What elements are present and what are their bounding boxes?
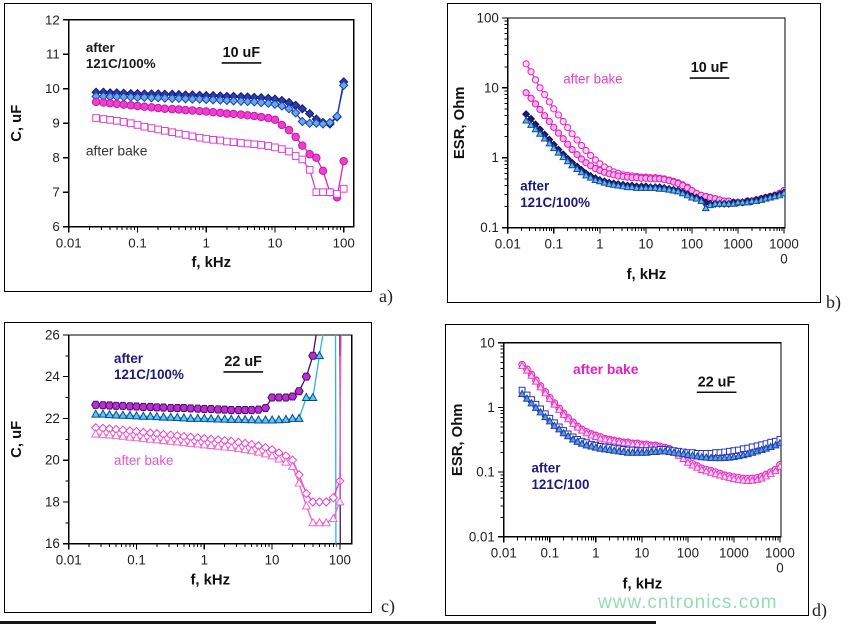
svg-text:10: 10 [265,552,280,567]
svg-text:26: 26 [45,327,60,342]
svg-text:10: 10 [634,546,649,561]
svg-text:1000: 1000 [723,237,753,252]
series-after-121c-100-sample-2 [91,334,337,544]
svg-text:1: 1 [491,150,498,165]
capacitance-chart-panel-22uf: 0.01 0.1 1 10 100 16 18 20 22 24 26 after 121C/100% 2… [4,322,372,613]
svg-text:1: 1 [487,400,494,415]
svg-text:10: 10 [45,81,60,96]
chart-annotation: after bake [573,361,639,377]
series-after-bake-sample-2 [517,361,781,485]
series-after-121c-100-sample-2 [91,80,349,129]
series-after-bake-sample-2 [92,114,348,198]
svg-text:1000: 1000 [719,546,749,561]
esr-chart-10uf: 0.01 0.1 1 10 100 1000 1000 0 0.1 1 10 100 after bak… [452,10,799,283]
y-axis-title: ESR, Ohm [452,87,468,160]
svg-text:18: 18 [45,494,60,509]
y-axis-title: ESR, Ohm [450,404,466,477]
svg-text:1: 1 [596,237,603,252]
esr-chart-22uf: 0.01 0.1 1 10 100 1000 1000 0 0.01 0.1 1 10 after ba… [450,335,795,592]
chart-annotation: after bake [563,72,622,87]
panel-letter-d: d) [812,600,827,620]
series-after-121c-100-sample-2 [522,116,785,212]
svg-text:100: 100 [681,237,703,252]
svg-text:9: 9 [52,116,59,131]
svg-text:0.01: 0.01 [469,529,495,544]
svg-text:0.01: 0.01 [491,546,517,561]
svg-text:1: 1 [203,235,210,250]
svg-text:1: 1 [592,546,599,561]
series-after-121c-100-sample-2 [517,389,781,462]
panel-letter-a: a) [379,286,393,306]
svg-text:10: 10 [480,335,495,350]
chart-annotation: after 121C/100% [520,179,590,210]
panel-letter-c: c) [381,596,395,616]
svg-text:12: 12 [45,12,60,27]
svg-text:0.01: 0.01 [495,237,521,252]
svg-text:1: 1 [201,552,208,567]
chart-annotation: after 121C/100 [531,461,589,492]
series-after-121c-100-sample-1 [91,334,341,544]
x-axis-title: f, kHz [623,576,663,592]
capacitance-chart-panel-10uf: 0.01 0.1 1 10 100 6 7 8 9 10 11 12 after 121C/100% 10 … [4,3,372,292]
svg-text:0.1: 0.1 [127,552,146,567]
chart-annotation: 22 uF [698,374,736,390]
chart-annotation: 22 uF [224,354,262,370]
capacitance-chart-10uf: 0.01 0.1 1 10 100 6 7 8 9 10 11 12 after 121C/100% 10 … [9,12,355,271]
svg-text:0.1: 0.1 [541,546,560,561]
watermark-text: www.cntronics.com [598,592,778,613]
svg-text:20: 20 [45,453,60,468]
svg-text:16: 16 [45,536,60,551]
svg-text:0.1: 0.1 [128,235,147,250]
svg-text:7: 7 [52,185,59,200]
svg-text:100: 100 [477,10,499,25]
svg-text:8: 8 [52,150,59,165]
svg-text:10: 10 [638,237,653,252]
bottom-divider-line [0,621,656,624]
chart-annotation: after bake [114,453,173,468]
series-after-bake-sample-1 [90,334,345,507]
svg-text:0.1: 0.1 [480,220,499,235]
chart-annotation: 10 uF [223,45,261,61]
esr-chart-panel-10uf: 0.01 0.1 1 10 100 1000 1000 0 0.1 1 10 100 after bak… [447,3,821,303]
series-after-bake-sample-2 [91,355,345,527]
x-axis-title: f, kHz [190,572,230,588]
svg-text:0.1: 0.1 [545,237,564,252]
svg-text:22: 22 [45,411,60,426]
capacitance-chart-22uf: 0.01 0.1 1 10 100 16 18 20 22 24 26 after 121C/100% 2… [9,327,353,588]
esr-chart-panel-22uf: 0.01 0.1 1 10 100 1000 1000 0 0.01 0.1 1 10 after ba… [445,324,809,616]
chart-annotation: after bake [86,143,148,159]
svg-text:11: 11 [46,47,60,62]
x-axis-title: f, kHz [627,267,667,283]
panel-letter-b: b) [826,292,841,312]
y-axis-title: C, uF [9,105,25,142]
svg-text:24: 24 [45,369,60,384]
svg-text:10: 10 [484,80,499,95]
svg-text:100: 100 [333,235,355,250]
chart-annotation: 10 uF [691,60,729,76]
chart-annotation: after 121C/100% [114,351,184,382]
svg-text:0.01: 0.01 [56,552,82,567]
svg-text:100: 100 [329,552,351,567]
svg-text:10: 10 [268,235,283,250]
y-axis-title: C, uF [9,421,25,458]
series-after-bake-sample-1 [91,97,348,202]
svg-text:6: 6 [52,219,59,234]
x-axis-title: f, kHz [191,255,231,271]
svg-text:100: 100 [677,546,699,561]
chart-annotation: after 121C/100% [86,40,156,71]
svg-text:0.1: 0.1 [476,465,495,480]
svg-text:0.01: 0.01 [56,235,82,250]
